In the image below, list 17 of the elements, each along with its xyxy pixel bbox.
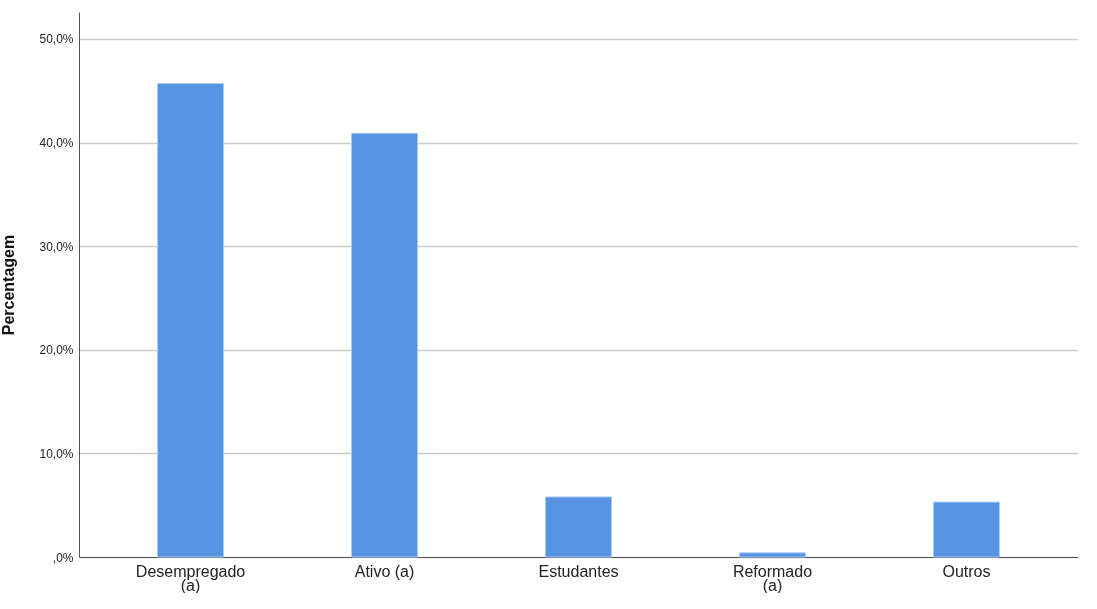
y-tick-label: ,0% [52, 550, 74, 565]
y-axis-title: Percentagem [0, 234, 18, 336]
y-tick-label: 30,0% [39, 239, 74, 254]
bar [157, 82, 225, 558]
bar [545, 496, 612, 558]
y-tick-label: 10,0% [39, 446, 74, 461]
bar [738, 552, 806, 558]
bar [932, 501, 1000, 558]
x-tick-label: Desempregado (a) [135, 562, 246, 594]
y-tick-label: 40,0% [39, 136, 74, 151]
x-tick-label: Estudantes [538, 562, 619, 580]
x-tick-label: Ativo (a) [354, 562, 415, 580]
y-tick-label: 20,0% [39, 343, 74, 358]
x-tick-label: Outros [942, 562, 991, 580]
y-tick-label: 50,0% [39, 32, 74, 47]
x-tick-label: Reformado (a) [732, 562, 813, 594]
bar [351, 132, 419, 558]
